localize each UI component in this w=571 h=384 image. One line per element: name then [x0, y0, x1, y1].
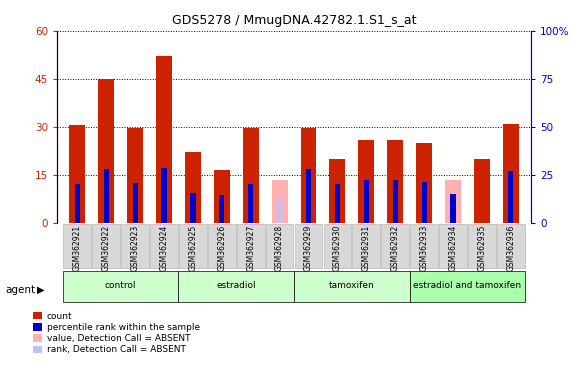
Bar	[306, 169, 311, 223]
Text: ▶: ▶	[37, 285, 45, 295]
Bar	[190, 193, 195, 223]
FancyBboxPatch shape	[208, 223, 236, 268]
FancyBboxPatch shape	[381, 223, 409, 268]
FancyBboxPatch shape	[237, 223, 264, 268]
FancyBboxPatch shape	[468, 223, 496, 268]
Text: GSM362927: GSM362927	[246, 225, 255, 271]
Bar	[70, 125, 85, 223]
Text: control: control	[105, 281, 136, 290]
Bar	[359, 139, 374, 223]
Bar	[329, 159, 345, 223]
Bar	[243, 128, 259, 223]
Bar	[393, 180, 398, 223]
Title: GDS5278 / MmugDNA.42782.1.S1_s_at: GDS5278 / MmugDNA.42782.1.S1_s_at	[172, 14, 416, 27]
Text: estradiol: estradiol	[216, 281, 256, 290]
Text: GSM362929: GSM362929	[304, 225, 313, 271]
Bar	[75, 184, 80, 223]
Text: GSM362932: GSM362932	[391, 225, 400, 271]
Bar	[277, 197, 282, 223]
Text: GSM362923: GSM362923	[131, 225, 140, 271]
Text: GSM362935: GSM362935	[477, 225, 486, 271]
Bar	[474, 159, 490, 223]
Bar	[98, 79, 114, 223]
FancyBboxPatch shape	[352, 223, 380, 268]
Text: GSM362928: GSM362928	[275, 225, 284, 271]
Bar	[132, 184, 138, 223]
Bar	[451, 194, 456, 223]
Text: GSM362924: GSM362924	[159, 225, 168, 271]
Bar	[335, 184, 340, 223]
FancyBboxPatch shape	[324, 223, 351, 268]
Bar	[416, 143, 432, 223]
Bar	[162, 168, 167, 223]
Text: GSM362931: GSM362931	[362, 225, 371, 271]
Bar	[300, 128, 316, 223]
Legend: count, percentile rank within the sample, value, Detection Call = ABSENT, rank, : count, percentile rank within the sample…	[33, 312, 200, 354]
Text: GSM362922: GSM362922	[102, 225, 111, 271]
Bar	[508, 171, 513, 223]
Bar	[127, 128, 143, 223]
FancyBboxPatch shape	[410, 223, 438, 268]
Text: GSM362926: GSM362926	[218, 225, 226, 271]
FancyBboxPatch shape	[121, 223, 149, 268]
Text: GSM362936: GSM362936	[506, 225, 515, 271]
FancyBboxPatch shape	[179, 223, 207, 268]
FancyBboxPatch shape	[63, 223, 91, 268]
FancyBboxPatch shape	[497, 223, 525, 268]
Bar	[364, 180, 369, 223]
Bar	[156, 56, 172, 223]
Bar	[248, 184, 254, 223]
Text: agent: agent	[6, 285, 36, 295]
FancyBboxPatch shape	[266, 223, 293, 268]
Bar	[214, 170, 230, 223]
FancyBboxPatch shape	[179, 270, 294, 302]
Bar	[387, 139, 403, 223]
FancyBboxPatch shape	[93, 223, 120, 268]
Bar	[185, 152, 201, 223]
Text: GSM362930: GSM362930	[333, 225, 342, 271]
FancyBboxPatch shape	[63, 270, 179, 302]
Bar	[503, 124, 518, 223]
Bar	[103, 169, 109, 223]
Bar	[445, 180, 461, 223]
Text: GSM362934: GSM362934	[448, 225, 457, 271]
Text: tamoxifen: tamoxifen	[329, 281, 375, 290]
Text: GSM362933: GSM362933	[420, 225, 429, 271]
FancyBboxPatch shape	[439, 223, 467, 268]
Bar	[421, 182, 427, 223]
Bar	[219, 195, 224, 223]
Bar	[272, 180, 288, 223]
FancyBboxPatch shape	[295, 223, 323, 268]
FancyBboxPatch shape	[294, 270, 409, 302]
FancyBboxPatch shape	[150, 223, 178, 268]
Text: estradiol and tamoxifen: estradiol and tamoxifen	[413, 281, 521, 290]
Text: GSM362925: GSM362925	[188, 225, 198, 271]
Text: GSM362921: GSM362921	[73, 225, 82, 271]
FancyBboxPatch shape	[409, 270, 525, 302]
